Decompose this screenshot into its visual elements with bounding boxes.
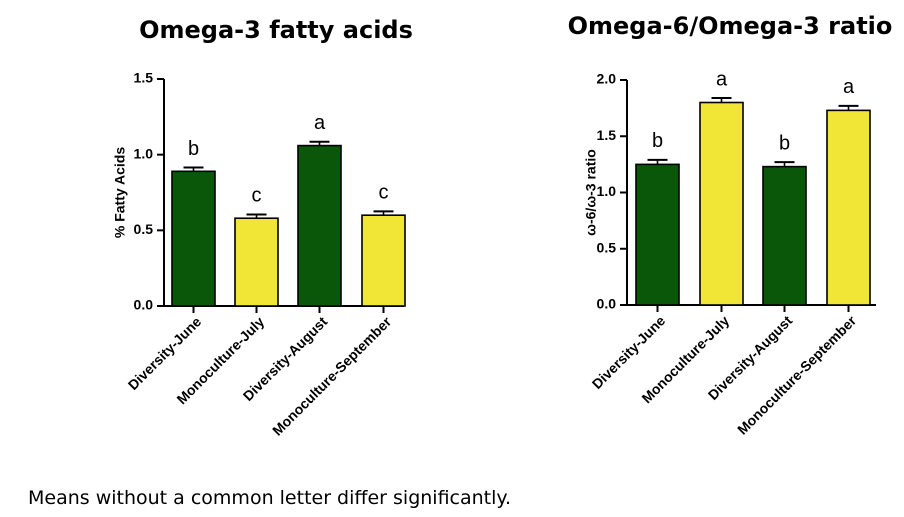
significance-letter: b bbox=[188, 138, 199, 160]
y-axis-label: % Fatty Acids bbox=[112, 147, 128, 238]
y-tick-label: 2.0 bbox=[597, 71, 617, 87]
bar bbox=[361, 214, 406, 307]
x-tick-label: Monoculture-September bbox=[269, 313, 395, 439]
chart-panel-1: Omega-3 fatty acids % Fatty Acids 0.0 0.5 1.… bbox=[112, 16, 413, 439]
y-tick-label: 1.0 bbox=[134, 145, 154, 161]
significance-letter: a bbox=[314, 112, 326, 134]
y-tick-label: 1.0 bbox=[597, 183, 617, 199]
bar bbox=[234, 217, 279, 307]
significance-letter: a bbox=[716, 68, 728, 90]
chart-title: Omega-6/Omega-3 ratio bbox=[568, 12, 893, 40]
significance-letter: a bbox=[843, 76, 855, 98]
chart-title: Omega-3 fatty acids bbox=[139, 16, 413, 44]
bar bbox=[635, 163, 680, 306]
figure: Omega-3 fatty acids % Fatty Acids 0.0 0.5 1.… bbox=[112, 12, 893, 439]
significance-letter: b bbox=[779, 132, 790, 154]
y-tick-label: 0.5 bbox=[134, 221, 154, 237]
bar bbox=[762, 165, 807, 306]
y-tick-label: 0.0 bbox=[134, 297, 154, 313]
y-axis-label: ω-6/ω-3 ratio bbox=[583, 149, 599, 236]
chart-panel-2: Omega-6/Omega-3 ratio ω-6/ω-3 ratio 0.0 0.5… bbox=[568, 12, 893, 438]
bar bbox=[699, 101, 744, 306]
x-tick-label: Monoculture-September bbox=[734, 312, 860, 438]
significance-letter: c bbox=[252, 185, 262, 207]
y-tick-label: 0.0 bbox=[597, 296, 617, 312]
bar bbox=[171, 170, 216, 307]
significance-letter: c bbox=[379, 182, 389, 204]
y-tick-label: 1.5 bbox=[134, 70, 154, 86]
bar bbox=[826, 109, 871, 306]
footnote: Means without a common letter differ sig… bbox=[28, 487, 511, 509]
significance-letter: b bbox=[652, 130, 663, 152]
y-tick-label: 0.5 bbox=[597, 239, 617, 255]
bar bbox=[297, 144, 342, 307]
y-tick-label: 1.5 bbox=[597, 127, 617, 143]
